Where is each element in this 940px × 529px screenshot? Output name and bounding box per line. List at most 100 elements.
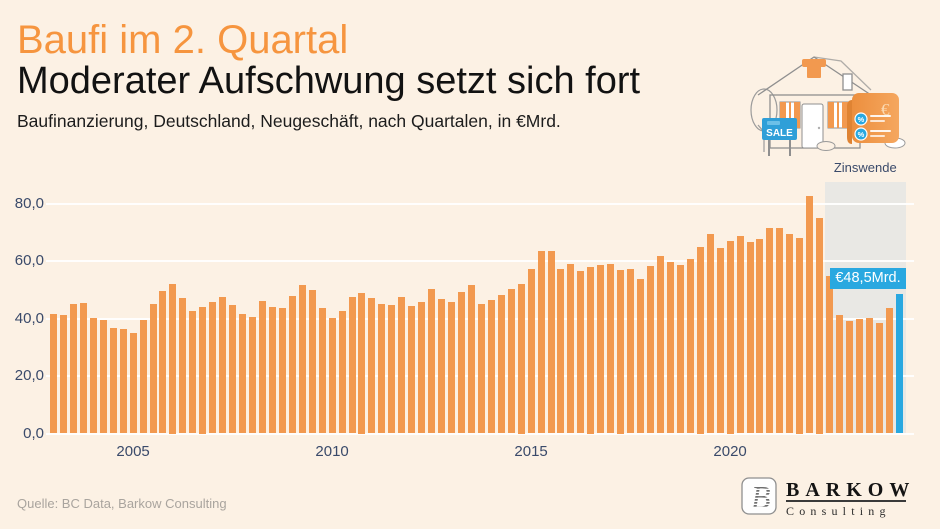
bar-2017-q4 [637, 278, 645, 434]
grid-line [46, 260, 914, 262]
bar-2009-q3 [308, 290, 316, 434]
bar-2012-q2 [418, 302, 426, 434]
house-icon [757, 56, 872, 149]
grid-line [46, 432, 914, 435]
bar-2004-q4 [119, 328, 127, 434]
bar-2007-q3 [229, 304, 237, 434]
bar-2016-q1 [567, 264, 575, 434]
house-illustration: SALE € % % [750, 56, 906, 156]
bar-2018-q2 [656, 256, 664, 434]
bar-2013-q4 [477, 303, 485, 434]
bar-2007-q2 [219, 296, 227, 434]
bar-2012-q3 [428, 289, 436, 434]
bar-2017-q2 [617, 269, 625, 434]
bar-2019-q2 [696, 246, 704, 434]
bar-2013-q3 [467, 284, 475, 434]
bar-2006-q2 [179, 298, 187, 434]
bar-2005-q1 [129, 332, 137, 434]
bar-2010-q3 [348, 296, 356, 434]
bar-2019-q1 [686, 258, 694, 434]
bar-2005-q2 [139, 320, 147, 434]
bar-2019-q4 [716, 247, 724, 434]
bar-2024-q1 [885, 307, 893, 434]
bar-2020-q2 [736, 235, 744, 434]
bar-2008-q4 [278, 308, 286, 434]
bar-2003-q3 [69, 304, 77, 434]
bar-2005-q3 [149, 304, 157, 434]
x-axis-tick-label: 2020 [713, 442, 747, 460]
bar-2012-q4 [438, 298, 446, 434]
bar-2006-q3 [189, 310, 197, 434]
bar-2003-q4 [79, 303, 87, 434]
y-axis-tick-label: 20,0 [14, 367, 44, 384]
bar-2004-q2 [99, 320, 107, 434]
svg-text:B: B [751, 479, 771, 515]
chimney-icon [802, 59, 826, 78]
bar-2004-q3 [109, 327, 117, 434]
bar-2014-q2 [497, 295, 505, 434]
x-axis-tick-label: 2010 [315, 442, 349, 460]
svg-text:%: % [858, 115, 865, 124]
bar-2008-q1 [249, 317, 256, 434]
sale-sign-icon: SALE [762, 118, 797, 156]
bar-2010-q4 [358, 292, 366, 434]
svg-text:SALE: SALE [766, 128, 793, 139]
bar-2018-q3 [666, 261, 674, 434]
source-note: Quelle: BC Data, Barkow Consulting [17, 496, 227, 511]
barkow-logo-icon: B [741, 477, 777, 515]
kicker-title: Baufi im 2. Quartal [17, 18, 349, 62]
bar-2018-q1 [647, 265, 654, 434]
bar-2016-q4 [597, 264, 605, 434]
bar-2004-q1 [89, 318, 97, 434]
bar-2007-q4 [239, 314, 247, 434]
bar-2015-q4 [557, 269, 565, 434]
bar-2021-q1 [766, 227, 774, 434]
bar-2017-q1 [607, 264, 615, 434]
bar-2016-q3 [587, 266, 595, 434]
euro-icon: € [881, 100, 890, 119]
bar-2003-q1 [50, 313, 57, 434]
chart-subtitle: Baufinanzierung, Deutschland, Neugeschäf… [17, 111, 561, 131]
x-axis-tick-label: 2015 [514, 442, 548, 460]
bar-2006-q1 [169, 284, 177, 434]
value-badge: €48,5Mrd. [830, 268, 906, 290]
y-axis-tick-label: 0,0 [23, 424, 44, 442]
bar-2012-q1 [408, 306, 416, 434]
window-right-icon [827, 101, 849, 129]
bar-2011-q4 [398, 296, 406, 434]
bar-2013-q1 [448, 301, 455, 434]
bar-2023-q4 [875, 322, 883, 434]
bar-2023-q3 [865, 317, 873, 434]
bar-2010-q1 [328, 317, 336, 434]
bar-2022-q2 [816, 217, 824, 434]
logo-divider [786, 500, 906, 502]
bar-2013-q2 [457, 292, 465, 434]
bar-2003-q2 [59, 314, 67, 434]
bar-2015-q1 [527, 269, 535, 434]
grid-line [46, 202, 914, 205]
bar-2023-q2 [855, 319, 863, 434]
bar-2011-q1 [368, 298, 376, 434]
x-axis-tick-label: 2005 [116, 442, 150, 460]
financing-scroll-icon: € % % [847, 93, 899, 144]
bar-2009-q1 [288, 296, 296, 434]
bar-2022-q1 [806, 195, 814, 434]
y-axis-tick-label: 60,0 [14, 252, 44, 269]
barkow-logo-name: BARKOW [786, 479, 916, 501]
y-axis-tick-label: 80,0 [14, 194, 44, 212]
bar-2014-q3 [507, 288, 515, 434]
bar-2015-q2 [537, 251, 545, 434]
bar-2011-q3 [388, 304, 396, 434]
svg-text:%: % [858, 130, 865, 139]
bar-2018-q4 [676, 265, 684, 434]
bar-2021-q2 [776, 227, 784, 434]
percent-badge-icon: % [854, 127, 891, 141]
bar-2021-q3 [786, 234, 794, 434]
y-axis-tick-label: 40,0 [14, 309, 44, 327]
barkow-logo-subname: Consulting [786, 504, 891, 518]
bar-2005-q4 [159, 290, 167, 434]
bar-2010-q2 [338, 311, 346, 434]
bush-icon [816, 141, 836, 151]
